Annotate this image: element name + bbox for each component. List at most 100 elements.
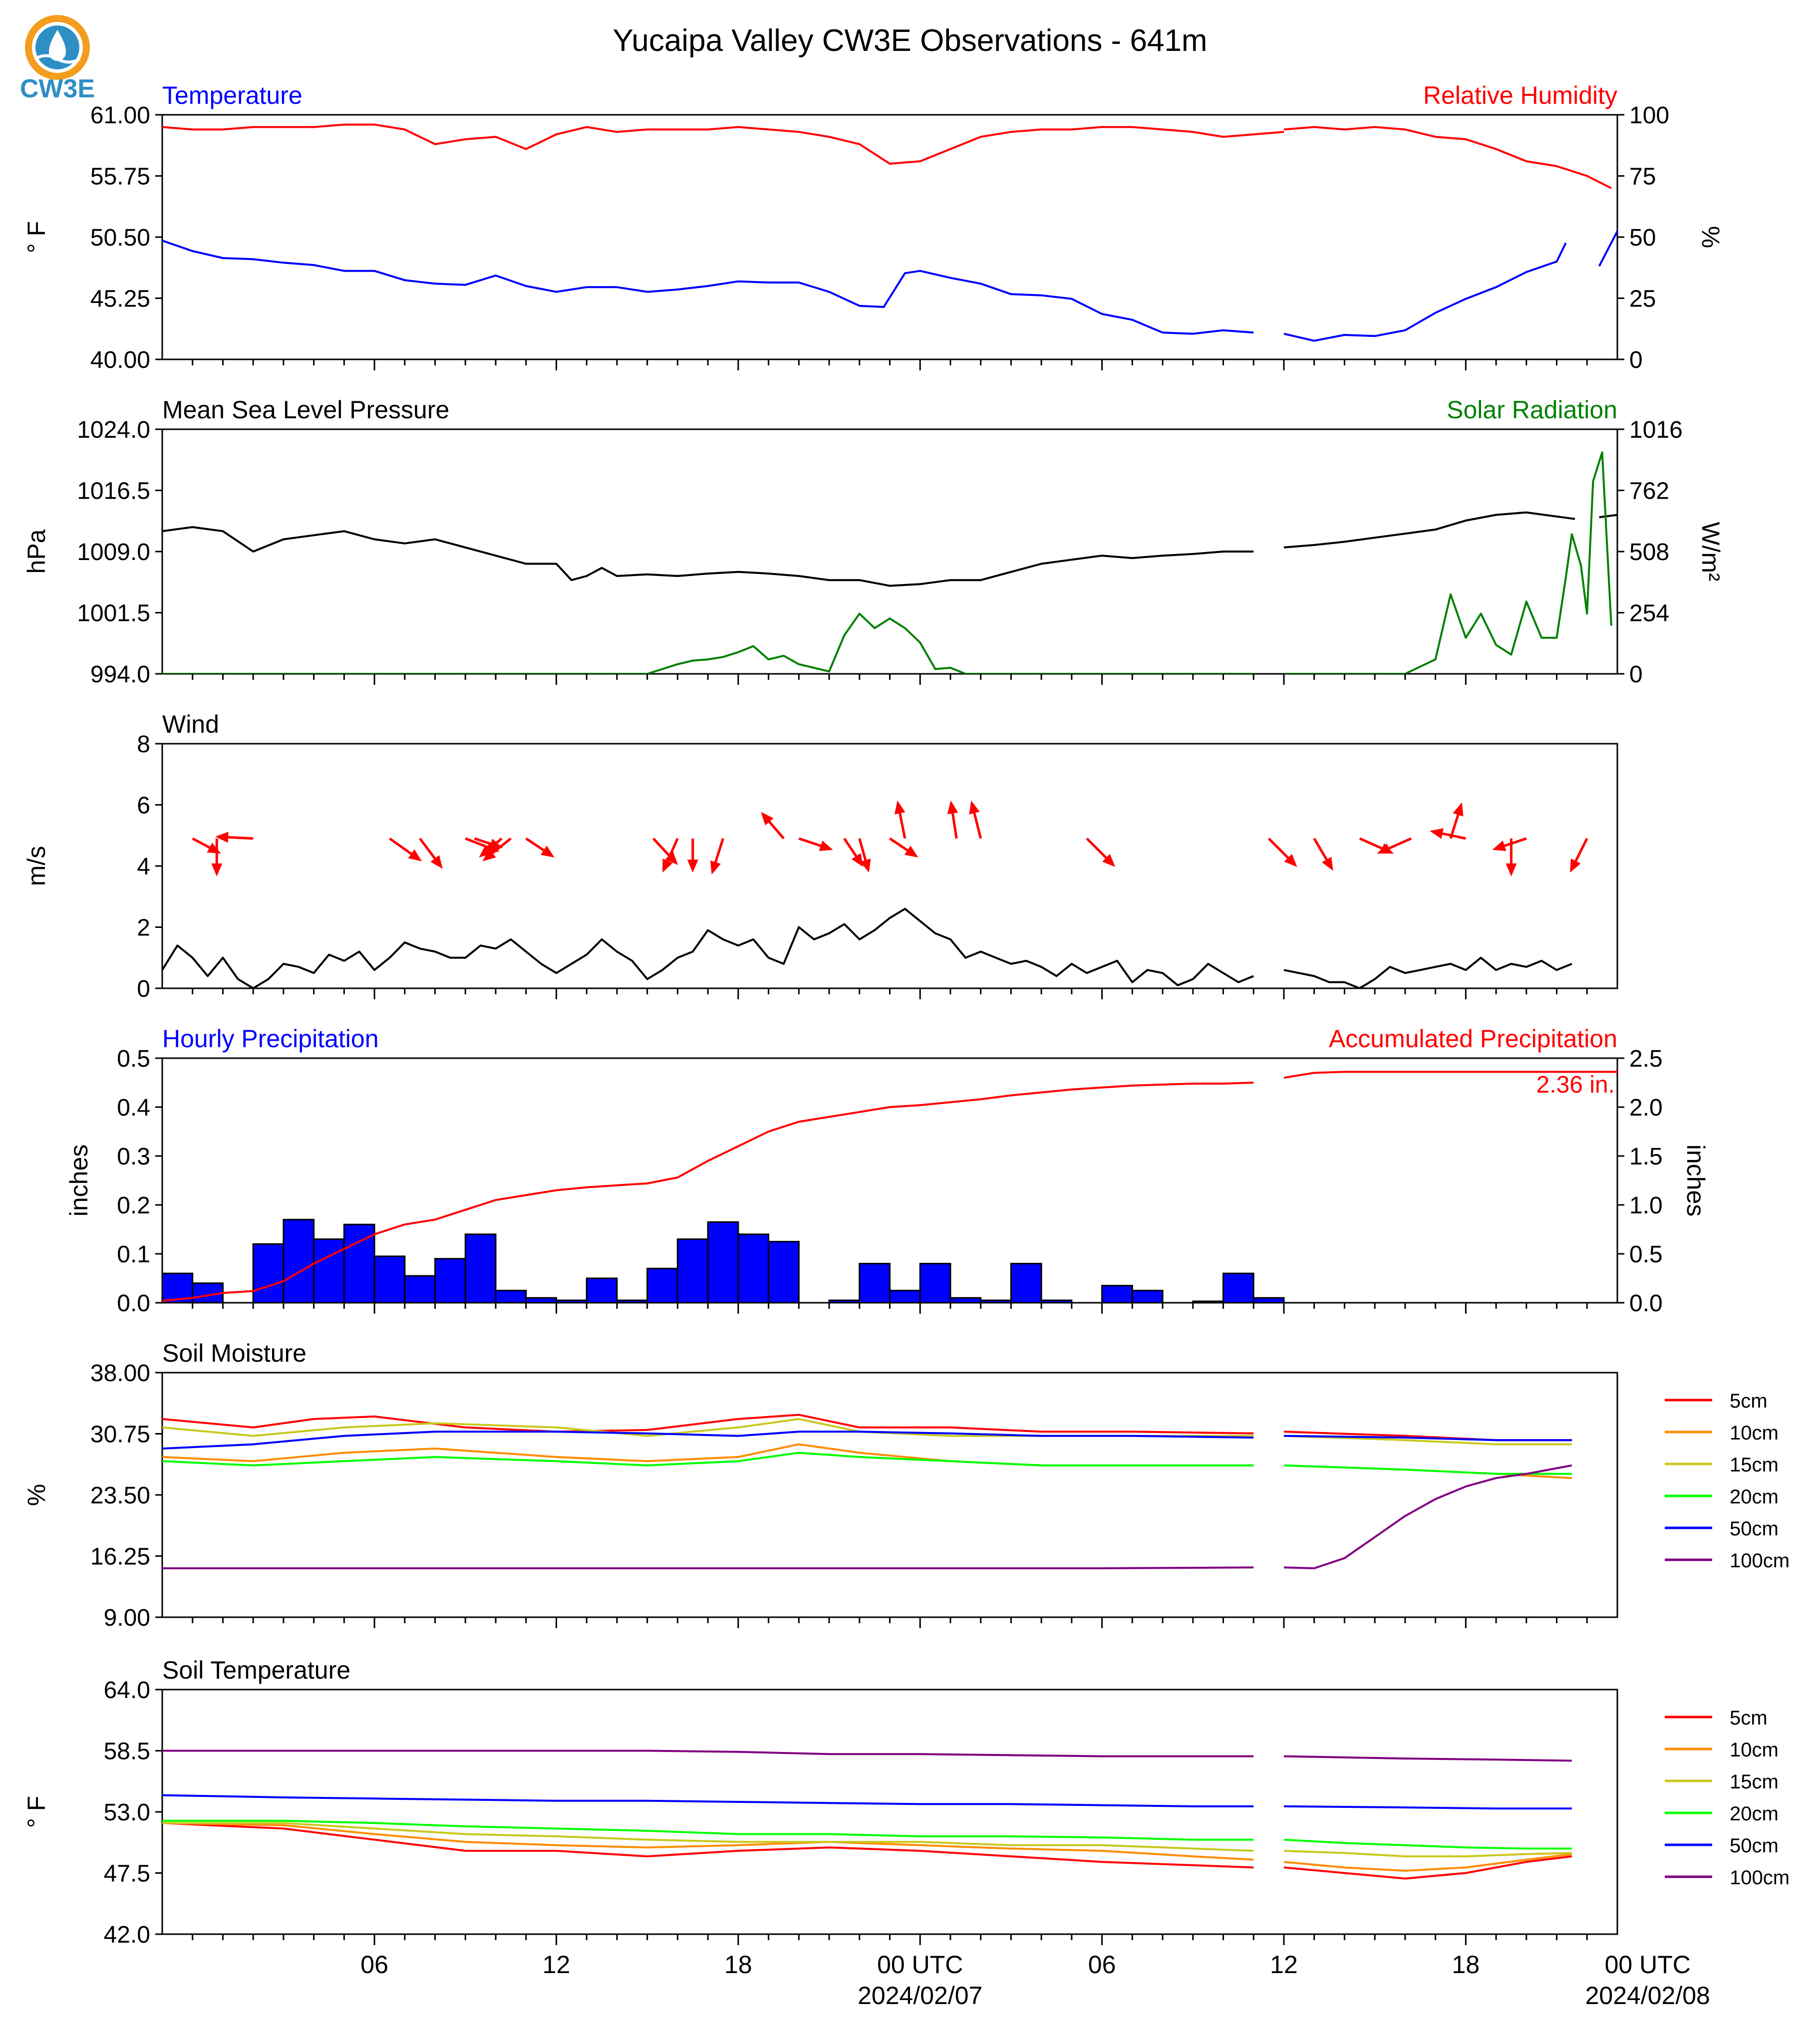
series-line-100cm — [162, 1566, 1254, 1569]
panel-plot-area — [162, 123, 1617, 342]
wind-arrow-head — [1506, 863, 1517, 876]
wind-arrow-head — [761, 812, 774, 826]
panels: Temperature Relative Humidity40.0045.2550… — [22, 81, 1790, 2010]
legend-label: 10cm — [1730, 1739, 1779, 1761]
wind-arrow-shaft — [973, 813, 982, 839]
wind-arrow — [1570, 838, 1588, 873]
y-tick-label-right: 0.0 — [1629, 1290, 1663, 1317]
series-line-20cm — [1283, 1464, 1572, 1475]
y-axis-label-left: ° F — [22, 221, 50, 253]
precip-bar — [1222, 1272, 1254, 1303]
y-tick-label-left: 2 — [137, 915, 150, 941]
legend-label: 15cm — [1730, 1771, 1779, 1793]
wind-arrow-head — [851, 853, 864, 867]
precip-bar — [1101, 1285, 1133, 1303]
panel-left-title: Mean Sea Level Pressure — [162, 396, 449, 424]
wind-arrow-shaft — [899, 813, 907, 839]
logo: CW3E — [20, 15, 95, 103]
precip-bar — [1192, 1300, 1224, 1303]
precip-bar — [586, 1277, 618, 1303]
series-line — [1283, 1071, 1617, 1079]
wind-arrow — [1449, 802, 1464, 839]
wind-arrow — [525, 837, 555, 858]
series-line-5cm — [1283, 1855, 1572, 1880]
panel-left-title: Soil Temperature — [162, 1656, 350, 1684]
y-tick-label-left: 38.00 — [90, 1360, 150, 1387]
series-line-20cm — [162, 1819, 1254, 1841]
x-tick-label: 06 — [1088, 1951, 1116, 1979]
wind-arrow — [419, 838, 443, 869]
wind-arrow-shaft — [1442, 832, 1466, 840]
y-tick-label-left: 58.5 — [104, 1738, 150, 1765]
precip-bar — [495, 1290, 527, 1303]
panel-right-title: Relative Humidity — [1423, 81, 1617, 109]
panel-left-title: Wind — [162, 710, 219, 738]
legend-label: 5cm — [1730, 1707, 1768, 1729]
wind-arrow-head — [1453, 802, 1464, 817]
x-date-label: 2024/02/08 — [1585, 1982, 1710, 2010]
series-line — [1283, 126, 1612, 189]
legend-label: 10cm — [1730, 1422, 1779, 1444]
wind-arrow — [389, 837, 422, 862]
series-line-50cm — [162, 1794, 1254, 1807]
wind-arrow-head — [1430, 828, 1444, 839]
panel-soil_temperature: Soil Temperature 42.0 47.5 53.0 58.5 64.0 ° F 5… — [22, 1656, 1790, 1948]
y-tick-label-left: 64.0 — [104, 1677, 150, 1704]
precip-bar — [252, 1243, 285, 1303]
wind-arrow — [1313, 838, 1333, 871]
panel-frame — [161, 428, 1618, 675]
series-line-20cm — [162, 1451, 1254, 1466]
panel-right-title: Accumulated Precipitation — [1329, 1025, 1617, 1053]
precip-bar — [555, 1299, 588, 1303]
wave-icon — [34, 54, 81, 64]
wind-arrow — [211, 838, 223, 876]
y-tick-label-left: 0 — [137, 976, 150, 1002]
precip-bar — [373, 1255, 406, 1303]
wind-arrow-head — [215, 832, 229, 843]
x-tick-label: 00 UTC — [877, 1951, 963, 1979]
y-tick-label-right: 1016 — [1629, 417, 1683, 443]
series-line-50cm — [1617, 1442, 1708, 1445]
panel-frame — [161, 114, 1618, 360]
precip-bar — [404, 1275, 436, 1303]
wind-arrow-shaft — [1388, 837, 1412, 850]
panel-wind: Wind 0 2 4 6 8 m/s — [22, 710, 1618, 1002]
series-line-15cm — [1283, 1435, 1572, 1446]
wind-arrow-head — [1492, 841, 1507, 851]
wind-arrow-shaft — [889, 837, 909, 852]
panel-plot-area — [162, 1414, 1708, 1569]
y-tick-label-left: 53.0 — [104, 1799, 150, 1826]
wind-arrow-shaft — [858, 838, 867, 861]
precip-bar — [434, 1258, 466, 1303]
series-line-50cm — [1283, 1805, 1572, 1810]
y-tick-label-left: 16.25 — [90, 1544, 150, 1570]
precip-bar — [737, 1233, 770, 1303]
series-line — [162, 123, 1284, 165]
droplet-icon — [49, 30, 66, 61]
wind-arrow — [969, 800, 982, 839]
series-line — [1284, 451, 1612, 674]
y-tick-label-left: 1016.5 — [77, 478, 150, 505]
wind-arrow-shaft — [652, 838, 670, 857]
y-tick-label-right: 2.5 — [1629, 1046, 1663, 1072]
series-line — [162, 240, 1254, 335]
y-tick-label-right: 25 — [1629, 286, 1656, 312]
wind-arrow-shaft — [525, 837, 545, 852]
wind-arrow — [687, 838, 698, 873]
precip-bar — [949, 1297, 982, 1303]
legend-label: 20cm — [1730, 1803, 1779, 1825]
y-tick-label-left: 0.1 — [117, 1241, 150, 1268]
legend-label: 100cm — [1730, 1550, 1790, 1572]
series-line-20cm — [1283, 1838, 1572, 1850]
y-axis-label-right: % — [1697, 226, 1725, 248]
y-tick-label-right: 100 — [1629, 102, 1669, 129]
panel-frame — [161, 1689, 1618, 1935]
wind-arrow-head — [408, 849, 422, 862]
wind-arrow — [652, 838, 678, 866]
series-line-100cm — [162, 1749, 1254, 1757]
precip-bar — [1131, 1290, 1164, 1303]
wind-arrow-shaft — [1313, 838, 1328, 861]
series-line-15cm — [162, 1822, 1254, 1852]
wind-arrow — [1086, 838, 1116, 867]
precip-bar — [676, 1238, 709, 1303]
